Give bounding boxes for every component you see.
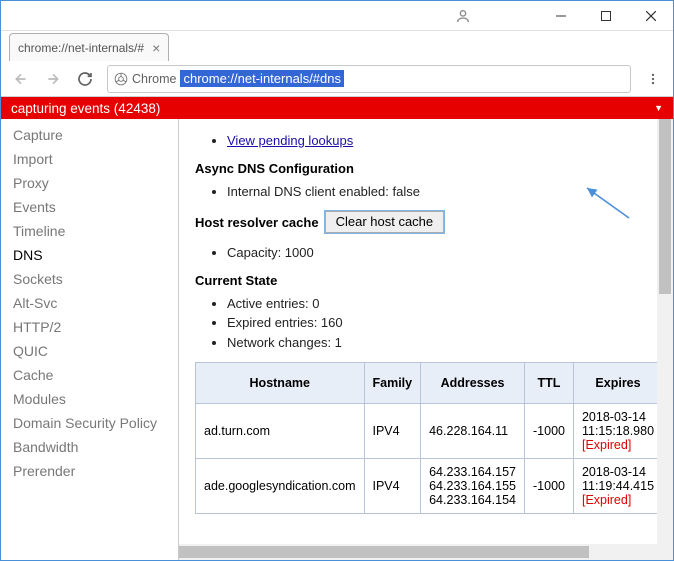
sidebar-item-domain-security-policy[interactable]: Domain Security Policy [1,411,178,435]
menu-button[interactable] [639,72,667,86]
capture-banner-text: capturing events (42438) [11,101,160,116]
table-cell: -1000 [525,404,574,459]
table-cell: 2018-03-14 11:19:44.415[Expired] [573,459,662,514]
clear-host-cache-button[interactable]: Clear host cache [325,211,445,233]
forward-button[interactable] [39,65,67,93]
sidebar-item-http-2[interactable]: HTTP/2 [1,315,178,339]
sidebar-item-proxy[interactable]: Proxy [1,171,178,195]
window-titlebar [1,1,673,31]
vertical-scrollbar[interactable] [657,119,673,544]
sidebar-item-sockets[interactable]: Sockets [1,267,178,291]
table-cell: IPV4 [364,459,421,514]
table-cell: ad.turn.com [196,404,365,459]
table-header: Family [364,363,421,404]
state-item: Expired entries: 160 [227,313,657,333]
sidebar-item-prerender[interactable]: Prerender [1,459,178,483]
horizontal-scrollbar[interactable] [179,544,657,560]
chrome-origin-label: Chrome [132,72,176,86]
profile-icon[interactable] [448,1,478,31]
address-bar[interactable]: Chrome chrome://net-internals/#dns [107,65,631,93]
table-cell: 46.228.164.11 [421,404,525,459]
sidebar-item-quic[interactable]: QUIC [1,339,178,363]
maximize-button[interactable] [583,1,628,31]
url-text: chrome://net-internals/#dns [180,70,344,87]
table-cell: ade.googlesyndication.com [196,459,365,514]
host-resolver-label: Host resolver cache [195,215,319,230]
browser-toolbar: Chrome chrome://net-internals/#dns [1,61,673,97]
sidebar-item-alt-svc[interactable]: Alt-Svc [1,291,178,315]
table-cell: -1000 [525,459,574,514]
sidebar-item-import[interactable]: Import [1,147,178,171]
tab-title: chrome://net-internals/# [18,41,144,55]
sidebar-item-capture[interactable]: Capture [1,123,178,147]
browser-tab[interactable]: chrome://net-internals/# × [9,33,169,61]
sidebar: CaptureImportProxyEventsTimelineDNSSocke… [1,119,179,560]
table-header: Hostname [196,363,365,404]
async-dns-heading: Async DNS Configuration [195,161,657,176]
state-item: Network changes: 1 [227,333,657,353]
tab-strip: chrome://net-internals/# × [1,31,673,61]
table-header: Expires [573,363,662,404]
table-header: TTL [525,363,574,404]
table-cell: IPV4 [364,404,421,459]
table-row: ad.turn.comIPV446.228.164.11-10002018-03… [196,404,674,459]
state-item: Active entries: 0 [227,294,657,314]
capacity-text: Capacity: 1000 [227,243,657,263]
minimize-button[interactable] [538,1,583,31]
current-state-heading: Current State [195,273,657,288]
main-panel: View pending lookups Async DNS Configura… [179,119,673,560]
sidebar-item-modules[interactable]: Modules [1,387,178,411]
banner-chevron-down-icon: ▼ [654,103,663,113]
reload-button[interactable] [71,65,99,93]
async-dns-status: Internal DNS client enabled: false [227,182,657,202]
table-cell: 64.233.164.15764.233.164.15564.233.164.1… [421,459,525,514]
chrome-origin-chip: Chrome [114,72,176,86]
close-window-button[interactable] [628,1,673,31]
table-header: Addresses [421,363,525,404]
table-row: ade.googlesyndication.comIPV464.233.164.… [196,459,674,514]
capture-banner[interactable]: capturing events (42438) ▼ [1,97,673,119]
sidebar-item-bandwidth[interactable]: Bandwidth [1,435,178,459]
sidebar-item-timeline[interactable]: Timeline [1,219,178,243]
scroll-corner [657,544,673,560]
table-cell: 2018-03-14 11:15:18.980[Expired] [573,404,662,459]
dns-cache-table: HostnameFamilyAddressesTTLExpiresN cl ad… [195,362,673,514]
chrome-icon [114,72,128,86]
sidebar-item-dns[interactable]: DNS [1,243,178,267]
tab-close-icon[interactable]: × [152,40,160,56]
sidebar-item-events[interactable]: Events [1,195,178,219]
pending-lookups-link[interactable]: View pending lookups [227,133,353,148]
back-button[interactable] [7,65,35,93]
content-area: CaptureImportProxyEventsTimelineDNSSocke… [1,119,673,560]
sidebar-item-cache[interactable]: Cache [1,363,178,387]
